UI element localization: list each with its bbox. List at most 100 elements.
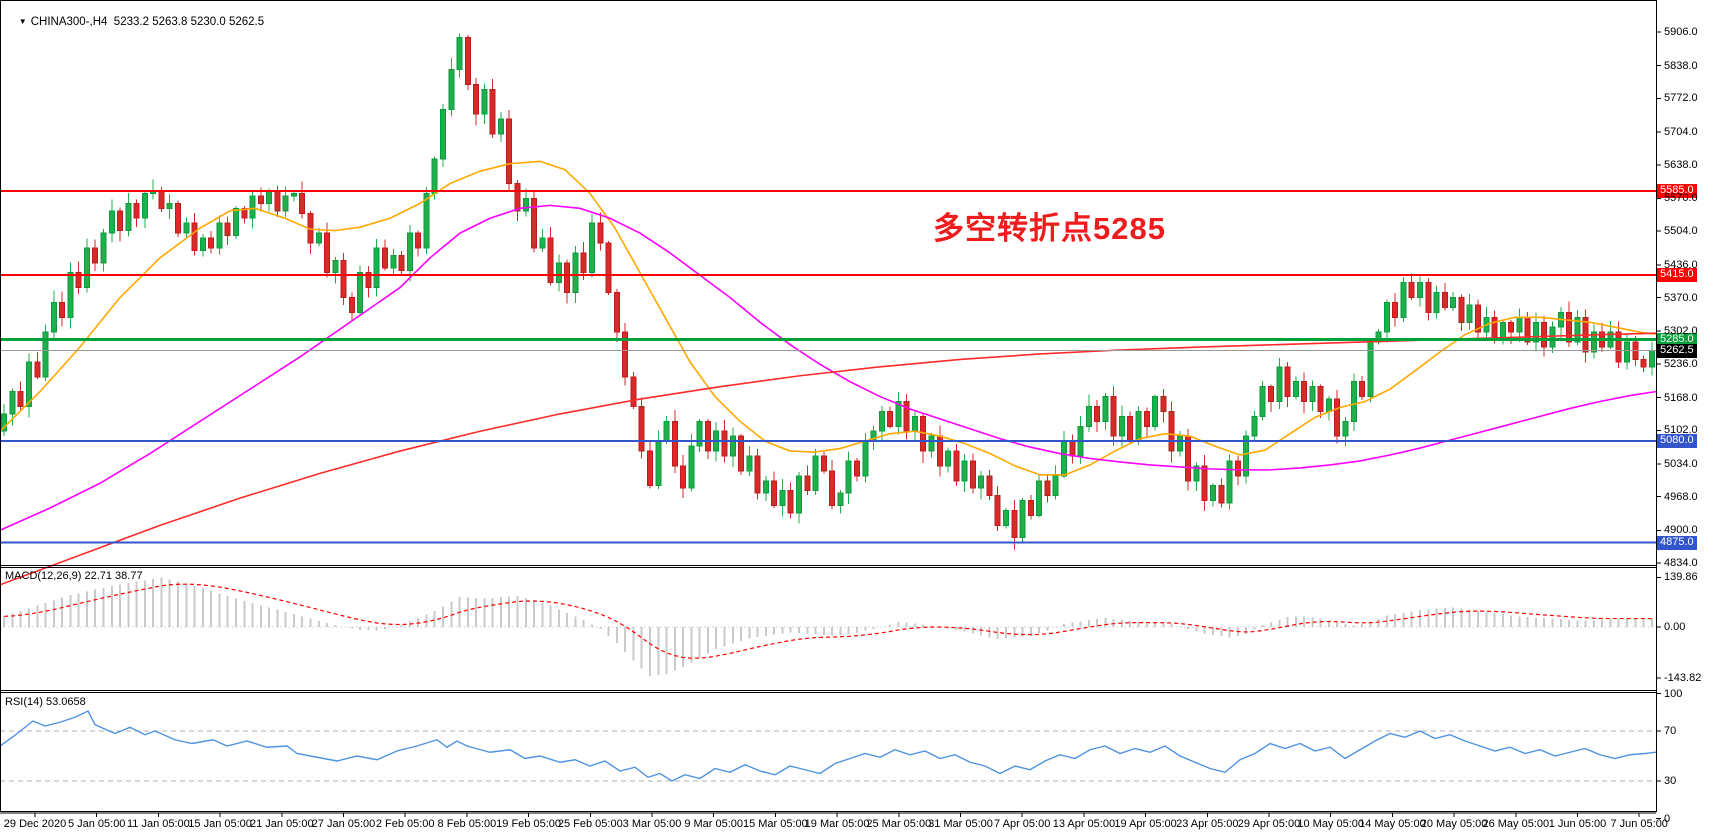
symbol-dropdown-icon[interactable]: ▼	[18, 17, 27, 26]
candle-up	[522, 197, 529, 212]
macd-scale-label: 139.86	[1664, 571, 1698, 584]
candle-down	[1069, 440, 1076, 457]
candle-up	[862, 440, 869, 477]
time-axis-label: 27 Jan 05:00	[311, 818, 376, 830]
candle-up	[1003, 509, 1010, 526]
candle-down	[489, 88, 496, 135]
price-scale-label: 5102.0	[1664, 424, 1698, 437]
candle-up	[978, 475, 985, 489]
rsi-scale-label: 0	[1664, 812, 1671, 825]
candle-up	[779, 490, 786, 507]
candle-down	[514, 183, 521, 212]
rsi-indicator-label: RSI(14) 53.0658	[5, 696, 86, 708]
candle-down	[754, 455, 761, 494]
candle-down	[208, 237, 215, 249]
candle-up	[9, 391, 16, 415]
candle-down	[1508, 321, 1515, 333]
candle-down	[1110, 396, 1117, 437]
candle-up	[539, 237, 546, 249]
ma-slow-red	[0, 332, 1657, 586]
candle-down	[324, 232, 331, 274]
candle-up	[1251, 415, 1258, 437]
candle-up	[1176, 435, 1183, 452]
candle-down	[92, 247, 99, 264]
candle-up	[183, 222, 190, 234]
time-axis-label: 10 May 05:00	[1297, 818, 1365, 830]
candle-up	[878, 410, 885, 432]
candle-down	[415, 232, 422, 249]
candle-up	[1516, 316, 1523, 333]
candle-up	[1052, 475, 1059, 497]
candle-up	[216, 222, 223, 249]
candle-down	[473, 84, 480, 115]
candle-up	[1549, 326, 1556, 348]
candle-up	[1193, 465, 1200, 482]
candle-up	[1135, 410, 1142, 442]
candle-down	[299, 192, 306, 214]
candle-down	[1160, 396, 1167, 412]
time-axis-label: 15 Jan 05:00	[188, 818, 252, 830]
candle-down	[547, 237, 554, 284]
candle-up	[1118, 415, 1125, 437]
candle-up	[108, 210, 115, 234]
candle-down	[398, 254, 405, 271]
candle-down	[630, 376, 637, 407]
candle-up	[1292, 381, 1299, 398]
time-axis-label: 20 May 05:00	[1420, 818, 1488, 830]
candle-up	[481, 88, 488, 115]
candle-down	[1474, 304, 1481, 333]
candle-up	[1085, 405, 1092, 427]
time-axis-label: 15 Mar 05:00	[742, 818, 808, 830]
candle-up	[572, 252, 579, 294]
chart-title-bar: ▼ CHINA300-,H4 5233.2 5263.8 5230.0 5262.…	[6, 4, 264, 40]
candle-up	[1243, 435, 1250, 477]
candle-up	[50, 301, 57, 333]
price-scale-label: 5772.0	[1664, 92, 1698, 105]
candle-down	[257, 195, 264, 204]
time-axis-label: 19 Feb 05:00	[496, 818, 562, 830]
candle-down	[382, 247, 389, 269]
price-scale-label: 5906.0	[1664, 26, 1698, 38]
candle-up	[25, 361, 32, 407]
candle-up	[266, 190, 273, 204]
candle-down	[1127, 415, 1134, 442]
candle-down	[1284, 366, 1291, 398]
time-axis-label: 2 Feb 05:00	[375, 818, 435, 830]
candle-down	[994, 495, 1001, 526]
candle-down	[738, 435, 745, 472]
candle-down	[1441, 292, 1448, 308]
candle-up	[1036, 480, 1043, 516]
candle-up	[373, 247, 380, 289]
candle-up	[1019, 500, 1026, 539]
candle-down	[191, 222, 198, 251]
time-axis-label: 23 Apr 05:00	[1176, 818, 1239, 830]
macd-scale-label: -143.82	[1664, 672, 1702, 685]
quote-open: 5233.2	[113, 16, 149, 28]
candle-up	[83, 247, 90, 289]
candle-up	[1210, 485, 1217, 502]
candle-up	[1648, 350, 1655, 368]
candle-up	[315, 232, 322, 244]
macd-indicator-label: MACD(12,26,9) 22.71 38.77	[5, 570, 143, 582]
candle-up	[1309, 386, 1316, 403]
candle-down	[1168, 410, 1175, 452]
candle-down	[953, 450, 960, 482]
time-axis-label: 11 Jan 05:00	[126, 818, 190, 830]
ma-fast-orange	[0, 160, 1657, 476]
candle-down	[1491, 316, 1498, 341]
candle-down	[1359, 381, 1366, 398]
time-axis-label: 21 Jan 05:00	[249, 818, 314, 830]
candle-down	[969, 460, 976, 489]
time-axis-label: 3 Mar 05:00	[622, 818, 682, 830]
candle-up	[448, 69, 455, 110]
candle-up	[812, 455, 819, 492]
candle-down	[1408, 282, 1415, 298]
candle-up	[688, 445, 695, 489]
time-axis-label: 25 Feb 05:00	[557, 818, 623, 830]
candle-down	[704, 420, 711, 452]
candle-down	[680, 465, 687, 489]
candle-down	[1615, 331, 1622, 363]
candle-down	[34, 361, 41, 378]
annotation-text-object[interactable]: 多空转折点5285	[933, 211, 1166, 246]
